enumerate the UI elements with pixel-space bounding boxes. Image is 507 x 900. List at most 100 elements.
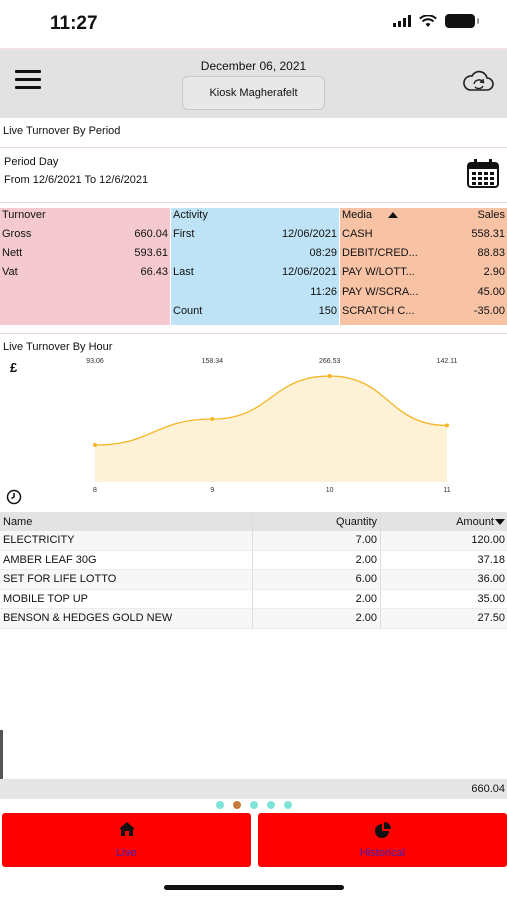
item-quantity: 2.00 — [253, 609, 381, 628]
tab-live[interactable]: Live — [2, 813, 251, 867]
page-dot[interactable] — [215, 801, 224, 809]
wifi-icon — [419, 14, 437, 27]
scroll-indicator — [0, 730, 3, 780]
last-date: 12/06/2021 — [281, 266, 337, 278]
x-tick-label: 10 — [326, 487, 334, 494]
media-label: SCRATCH C... — [342, 305, 415, 317]
name-column-header[interactable]: Name — [0, 512, 253, 531]
item-quantity: 7.00 — [253, 531, 381, 550]
period-box: Period Day From 12/6/2021 To 12/6/2021 — [0, 147, 507, 203]
item-name: AMBER LEAF 30G — [0, 550, 253, 569]
calendar-icon[interactable] — [467, 159, 499, 188]
sort-up-icon[interactable] — [387, 212, 398, 219]
nett-value: 593.61 — [134, 247, 168, 259]
last-time: 11:26 — [310, 286, 337, 298]
count-label: Count — [173, 305, 203, 317]
store-selector[interactable]: Kiosk Magherafelt — [182, 76, 325, 110]
hamburger-menu-icon[interactable] — [15, 70, 41, 90]
quantity-column-header[interactable]: Quantity — [253, 512, 381, 531]
item-amount: 35.00 — [477, 592, 505, 605]
cloud-sync-icon[interactable] — [461, 68, 495, 96]
data-point[interactable] — [445, 423, 449, 428]
tab-historical[interactable]: Historical — [258, 813, 507, 867]
page-dot[interactable] — [266, 801, 275, 809]
item-amount: 27.50 — [477, 612, 505, 625]
home-indicator — [164, 885, 344, 890]
media-label: DEBIT/CRED... — [342, 247, 418, 259]
data-point[interactable] — [93, 443, 97, 447]
turnover-area — [95, 376, 447, 482]
tab-historical-label: Historical — [359, 847, 406, 859]
data-point[interactable] — [210, 417, 215, 422]
page-dot[interactable] — [249, 801, 258, 809]
item-name: SET FOR LIFE LOTTO — [0, 570, 253, 589]
live-turnover-by-period-title: Live Turnover By Period — [3, 125, 121, 137]
media-header: Media — [342, 209, 372, 221]
amount-header-label: Amount — [456, 515, 494, 528]
item-amount: 120.00 — [471, 534, 505, 547]
tab-live-label: Live — [116, 847, 137, 859]
media-value: 2.90 — [483, 266, 505, 278]
gross-label: Gross — [2, 228, 32, 240]
activity-panel: Activity First 12/06/2021 08:29 Last 12/06… — [171, 208, 339, 325]
table-row[interactable]: SET FOR LIFE LOTTO 6.00 36.00 — [0, 570, 507, 590]
sort-down-icon[interactable] — [495, 518, 505, 525]
media-label: PAY W/SCRA... — [342, 286, 419, 298]
clock-icon — [6, 489, 22, 505]
page-dot-active[interactable] — [232, 801, 241, 809]
media-value: 45.00 — [477, 286, 505, 298]
media-value: 558.31 — [471, 228, 505, 240]
period-range: From 12/6/2021 To 12/6/2021 — [4, 174, 149, 186]
first-date: 12/06/2021 — [281, 228, 337, 240]
item-amount: 36.00 — [477, 573, 505, 586]
item-name: ELECTRICITY — [0, 531, 253, 550]
status-time: 11:27 — [50, 13, 98, 34]
amount-column-header[interactable]: Amount — [381, 512, 507, 531]
pie-chart-icon — [374, 822, 391, 838]
table-row[interactable]: ELECTRICITY 7.00 120.00 — [0, 531, 507, 551]
nett-label: Nett — [2, 247, 23, 259]
total-bar: 660.04 — [0, 779, 507, 799]
vat-label: Vat — [2, 266, 18, 278]
media-value: 88.83 — [477, 247, 505, 259]
item-amount: 37.18 — [477, 553, 505, 566]
activity-header: Activity — [173, 209, 208, 221]
gross-value: 660.04 — [134, 228, 168, 240]
status-icons — [393, 14, 479, 28]
sales-header: Sales — [477, 209, 505, 221]
status-bar: 11:27 — [0, 0, 507, 48]
data-point[interactable] — [327, 374, 332, 378]
item-quantity: 2.00 — [253, 550, 381, 569]
item-name: MOBILE TOP UP — [0, 589, 253, 608]
live-turnover-by-hour-title: Live Turnover By Hour — [3, 341, 113, 353]
hourly-turnover-chart: 93.06 8 158.34 9 266.53 10 142.11 11 — [86, 358, 457, 494]
sales-table: Name Quantity Amount ELECTRICITY 7.00 12… — [0, 512, 507, 629]
first-time: 08:29 — [309, 247, 337, 259]
x-tick-label: 8 — [93, 487, 97, 494]
data-label: 93.06 — [86, 358, 104, 365]
divider — [0, 333, 507, 334]
page-dot[interactable] — [283, 801, 292, 809]
turnover-panel: Turnover Gross 660.04 Nett 593.61 Vat 66.43 — [0, 208, 170, 325]
vat-value: 66.43 — [140, 266, 168, 278]
page-indicator — [0, 801, 507, 809]
turnover-line — [94, 375, 448, 446]
item-name: BENSON & HEDGES GOLD NEW — [0, 609, 253, 628]
home-icon — [118, 822, 135, 836]
media-panel: Media Sales CASH 558.31 DEBIT/CRED... 88.8… — [340, 208, 507, 325]
x-tick-label: 11 — [443, 487, 450, 494]
table-row[interactable]: BENSON & HEDGES GOLD NEW 2.00 27.50 — [0, 609, 507, 629]
media-label: CASH — [342, 228, 373, 240]
count-value: 150 — [318, 305, 337, 317]
last-label: Last — [173, 266, 194, 278]
table-body: ELECTRICITY 7.00 120.00 AMBER LEAF 30G 2… — [0, 531, 507, 629]
table-row[interactable]: AMBER LEAF 30G 2.00 37.18 — [0, 550, 507, 570]
data-label: 158.34 — [202, 358, 224, 365]
media-label: PAY W/LOTT... — [342, 266, 415, 278]
battery-icon — [445, 14, 479, 28]
first-label: First — [173, 228, 195, 240]
table-row[interactable]: MOBILE TOP UP 2.00 35.00 — [0, 589, 507, 609]
data-label: 266.53 — [319, 358, 341, 365]
header-date: December 06, 2021 — [200, 59, 307, 73]
x-tick-label: 9 — [210, 487, 214, 494]
